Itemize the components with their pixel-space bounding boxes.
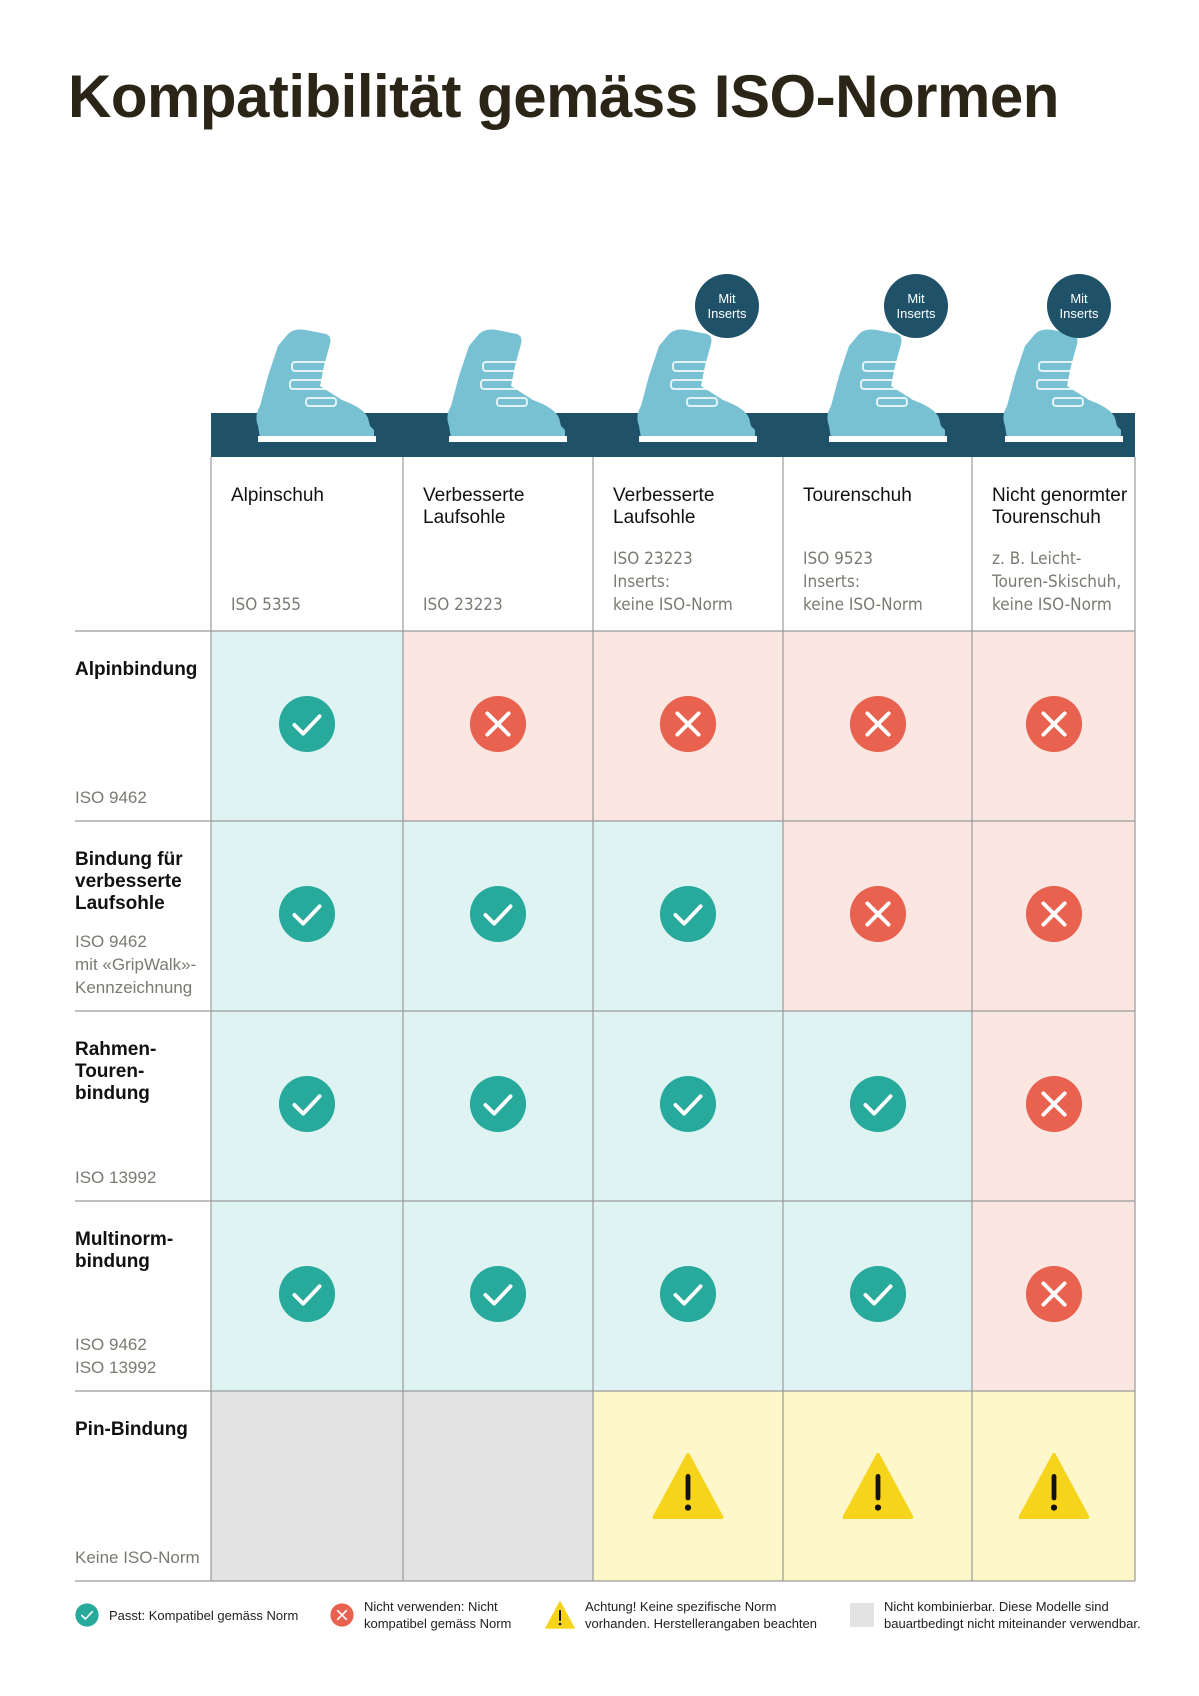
column-header: Verbesserte Laufsohle ISO 23223 Inserts: … <box>593 457 783 631</box>
column-title: Tourenschuh <box>803 485 912 506</box>
matrix-cell-ok <box>783 1011 972 1201</box>
check-icon <box>278 1075 336 1138</box>
matrix-cell-ok <box>403 1201 593 1391</box>
row-title: Pin-Bindung <box>75 1419 188 1440</box>
cross-icon <box>849 695 907 758</box>
matrix-cell-na <box>211 1391 403 1581</box>
row-header: Multinorm- bindung ISO 9462 ISO 13992 <box>75 1229 211 1379</box>
matrix-cell-ok <box>211 1011 403 1201</box>
check-icon <box>278 1265 336 1328</box>
row-title: Rahmen- Touren- bindung <box>75 1039 157 1104</box>
column-title: Verbesserte Laufsohle <box>613 485 715 528</box>
matrix-cell-ok <box>403 821 593 1011</box>
row-norm: ISO 9462 <box>75 788 147 807</box>
matrix-cell-no <box>593 631 783 821</box>
legend-label: Achtung! Keine spezifische Norm vorhande… <box>585 1599 818 1631</box>
inserts-badge: Mit Inserts <box>1047 274 1111 338</box>
legend-item: Passt: Kompatibel gemäss Norm <box>75 1590 298 1640</box>
warning-icon <box>545 1600 575 1630</box>
matrix-cell-no <box>783 631 972 821</box>
boot-illustration <box>993 300 1123 450</box>
legend-label: Passt: Kompatibel gemäss Norm <box>109 1607 299 1623</box>
inserts-badge: Mit Inserts <box>695 274 759 338</box>
cross-icon <box>1025 1075 1083 1138</box>
matrix-cell-ok <box>593 1201 783 1391</box>
boot-illustration <box>246 300 376 450</box>
matrix-cell-ok <box>211 631 403 821</box>
matrix-cell-ok <box>783 1201 972 1391</box>
row-header: Pin-Bindung Keine ISO-Norm <box>75 1419 211 1569</box>
row-title: Multinorm- bindung <box>75 1229 174 1272</box>
matrix-cell-ok <box>593 821 783 1011</box>
row-title: Bindung für verbesserte Laufsohle <box>75 849 183 914</box>
gray-square-icon <box>850 1603 874 1627</box>
matrix-cell-no <box>783 821 972 1011</box>
legend-label: Nicht kombinierbar. Diese Modelle sind b… <box>884 1599 1141 1631</box>
cross-icon <box>469 695 527 758</box>
column-title: Verbesserte Laufsohle <box>423 485 525 528</box>
check-icon <box>849 1075 907 1138</box>
matrix-cell-no <box>972 1201 1135 1391</box>
column-title: Nicht genormter Tourenschuh <box>992 485 1128 528</box>
row-header: Alpinbindung ISO 9462 <box>75 659 211 809</box>
row-norm: ISO 13992 <box>75 1168 157 1187</box>
check-icon <box>469 885 527 948</box>
legend-label: Nicht verwenden: Nicht kompatibel gemäss… <box>364 1599 512 1631</box>
row-header: Bindung für verbesserte Laufsohle ISO 946… <box>75 849 211 999</box>
check-icon <box>75 1603 99 1627</box>
boot-illustration <box>627 300 757 450</box>
cross-icon <box>1025 695 1083 758</box>
column-norm: z. B. Leicht- Touren-Skischuh, keine ISO… <box>992 549 1122 615</box>
matrix-cell-ok <box>211 1201 403 1391</box>
page-title: Kompatibilität gemäss ISO-Normen <box>68 63 1059 130</box>
matrix-cell-ok <box>403 1011 593 1201</box>
cross-icon <box>1025 1265 1083 1328</box>
matrix-cell-no <box>972 821 1135 1011</box>
column-norm: ISO 5355 <box>231 595 302 615</box>
legend-item: Nicht verwenden: Nicht kompatibel gemäss… <box>330 1590 511 1640</box>
cross-icon <box>1025 885 1083 948</box>
column-norm: ISO 23223 Inserts: keine ISO-Norm <box>613 549 733 615</box>
check-icon <box>659 885 717 948</box>
inserts-badge: Mit Inserts <box>884 274 948 338</box>
matrix-cell-warn <box>972 1391 1135 1581</box>
check-icon <box>278 695 336 758</box>
column-header: Tourenschuh ISO 9523 Inserts: keine ISO-N… <box>783 457 972 631</box>
check-icon <box>849 1265 907 1328</box>
matrix-cell-no <box>972 631 1135 821</box>
check-icon <box>659 1265 717 1328</box>
cross-icon <box>849 885 907 948</box>
row-norm: ISO 9462 ISO 13992 <box>75 1335 157 1377</box>
legend-item: Nicht kombinierbar. Diese Modelle sind b… <box>850 1590 1141 1640</box>
warning-icon <box>652 1450 724 1527</box>
check-icon <box>469 1075 527 1138</box>
matrix-cell-no <box>403 631 593 821</box>
column-header: Alpinschuh ISO 5355 <box>211 457 403 631</box>
matrix-cell-ok <box>211 821 403 1011</box>
row-header: Rahmen- Touren- bindung ISO 13992 <box>75 1039 211 1189</box>
column-header: Verbesserte Laufsohle ISO 23223 <box>403 457 593 631</box>
check-icon <box>278 885 336 948</box>
row-norm: Keine ISO-Norm <box>75 1548 200 1567</box>
check-icon <box>469 1265 527 1328</box>
boot-illustration <box>437 300 567 450</box>
column-header: Nicht genormter Tourenschuh z. B. Leicht-… <box>972 457 1135 631</box>
check-icon <box>659 1075 717 1138</box>
warning-icon <box>842 1450 914 1527</box>
matrix-cell-ok <box>593 1011 783 1201</box>
matrix-cell-na <box>403 1391 593 1581</box>
column-title: Alpinschuh <box>231 485 324 506</box>
matrix-cell-no <box>972 1011 1135 1201</box>
cross-icon <box>330 1603 354 1627</box>
column-norm: ISO 9523 Inserts: keine ISO-Norm <box>803 549 923 615</box>
row-title: Alpinbindung <box>75 659 198 680</box>
cross-icon <box>659 695 717 758</box>
legend-item: Achtung! Keine spezifische Norm vorhande… <box>545 1590 817 1640</box>
boot-illustration <box>817 300 947 450</box>
column-norm: ISO 23223 <box>423 595 503 615</box>
matrix-cell-warn <box>783 1391 972 1581</box>
row-norm: ISO 9462 mit «GripWalk»- Kennzeichnung <box>75 932 197 997</box>
matrix-cell-warn <box>593 1391 783 1581</box>
warning-icon <box>1018 1450 1090 1527</box>
